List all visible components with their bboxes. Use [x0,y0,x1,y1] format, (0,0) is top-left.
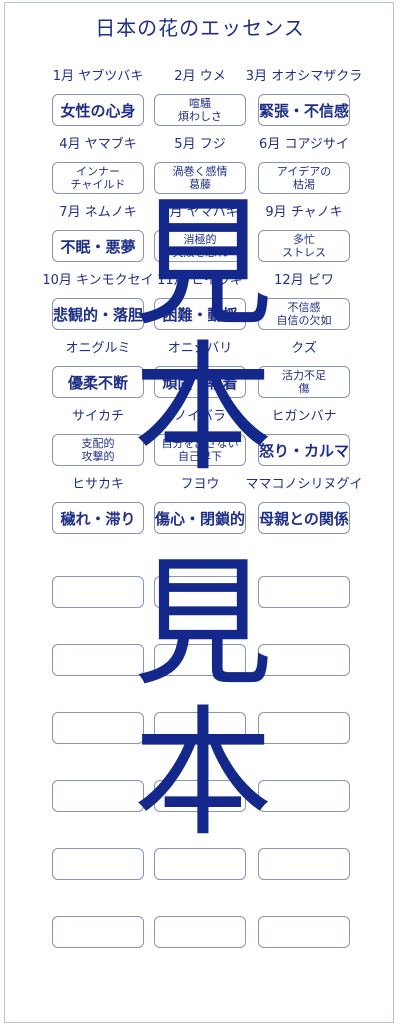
essence-keyword-box: 母親との関係 [258,502,350,534]
essence-keyword-box: 消極的 失敗を恐れ [154,230,246,262]
essence-keyword-box: 渦巻く感情 葛藤 [154,162,246,194]
flower-name: 1月 ヤブツバキ [52,69,144,84]
essence-keyword-box: 活力不足 傷 [258,366,350,398]
flower-name: ヒガンバナ [271,409,337,424]
essence-keyword-box: 困難・動揺 [154,298,246,330]
flower-name: サイカチ [71,409,124,424]
essence-keyword-box: 女性の心身 [52,94,144,126]
empty-box [154,644,246,676]
flower-name: 7月 ネムノキ [59,205,137,220]
essence-keyword-box: 自分を出さない 自己卑下 [154,434,246,466]
empty-box [52,576,144,608]
empty-box [154,576,246,608]
essence-keyword-box: 緊張・不信感 [258,94,350,126]
empty-box [258,576,350,608]
empty-box [154,916,246,948]
flower-name: クズ [291,341,317,356]
flower-name: オニシバリ [167,341,233,356]
flower-name: 2月 ウメ [174,69,226,84]
empty-box [52,780,144,812]
flower-name: 9月 チャノキ [265,205,343,220]
flower-name: 11月 ヒイラギ [157,273,243,288]
flower-name: 10月 キンモクセイ [42,273,154,288]
empty-box [258,644,350,676]
essence-keyword-box: 喧騒 煩わしさ [154,94,246,126]
essence-keyword-box: 支配的 攻撃的 [52,434,144,466]
flower-name: 6月 コアジサイ [259,137,349,152]
flower-name: 3月 オオシマザクラ [245,69,363,84]
empty-box [154,780,246,812]
empty-box [52,644,144,676]
essence-keyword-box: 穢れ・滞り [52,502,144,534]
flower-name: フヨウ [180,477,220,492]
essence-keyword-box: 悲観的・落胆 [52,298,144,330]
empty-box [154,712,246,744]
flower-name: 12月 ビワ [274,273,334,288]
empty-box [258,780,350,812]
flower-name: ノイバラ [174,409,226,424]
essence-keyword-box: 不信感 自信の欠如 [258,298,350,330]
essence-keyword-box: インナー チャイルド [52,162,144,194]
empty-box [258,712,350,744]
empty-box [52,916,144,948]
empty-box [258,848,350,880]
essence-keyword-box: 怒り・カルマ [258,434,350,466]
flower-name: 8月 ヤマハギ [161,205,239,220]
empty-box [52,848,144,880]
empty-box [52,712,144,744]
empty-box [154,848,246,880]
flower-name: 5月 フジ [174,137,226,152]
essence-keyword-box: 頑固・執着 [154,366,246,398]
essence-keyword-box: 優柔不断 [52,366,144,398]
flower-name: ヒサカキ [71,477,124,492]
flower-name: オニグルミ [65,341,131,356]
page-title: 日本の花のエッセンス [95,16,305,40]
essence-keyword-box: アイデアの 枯渇 [258,162,350,194]
flower-name: 4月 ヤマブキ [59,137,137,152]
essence-keyword-box: 傷心・閉鎖的 [154,502,246,534]
empty-box [258,916,350,948]
essence-keyword-box: 不眠・悪夢 [52,230,144,262]
flower-name: ママコノシリヌグイ [245,477,363,492]
essence-keyword-box: 多忙 ストレス [258,230,350,262]
